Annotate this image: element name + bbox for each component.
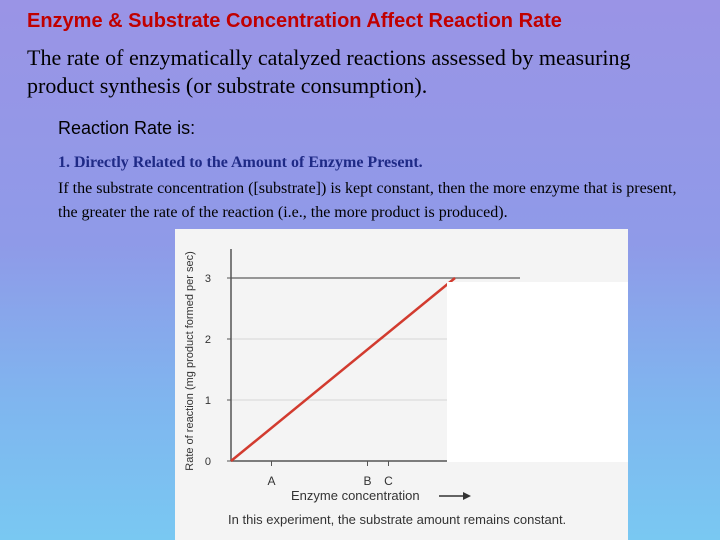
subheading-colon: : xyxy=(190,118,196,138)
x-tick-label: B xyxy=(363,474,371,488)
intro-paragraph: The rate of enzymatically catalyzed reac… xyxy=(27,45,631,98)
series-line xyxy=(230,277,456,462)
figure-caption: In this experiment, the substrate amount… xyxy=(228,512,566,527)
x-tick-label: A xyxy=(267,474,275,488)
point-body: If the substrate concentration ([substra… xyxy=(58,180,677,221)
x-tick-label: C xyxy=(384,474,393,488)
y-tick-label: 0 xyxy=(205,456,211,468)
x-axis-label: Enzyme concentration xyxy=(291,488,420,503)
y-tick-label: 2 xyxy=(205,334,211,346)
image-mask xyxy=(447,282,628,462)
y-axis-label: Rate of reaction (mg product formed per … xyxy=(184,251,196,470)
right-arrow-icon xyxy=(439,492,471,500)
subheading-text: Reaction Rate is xyxy=(58,118,191,138)
y-tick-label: 1 xyxy=(205,395,211,407)
subheading: Reaction Rate is: xyxy=(58,118,195,139)
y-tick-label: 3 xyxy=(205,273,211,285)
slide-title: Enzyme & Substrate Concentration Affect … xyxy=(27,10,562,32)
point-title: 1. Directly Related to the Amount of Enz… xyxy=(58,154,423,171)
